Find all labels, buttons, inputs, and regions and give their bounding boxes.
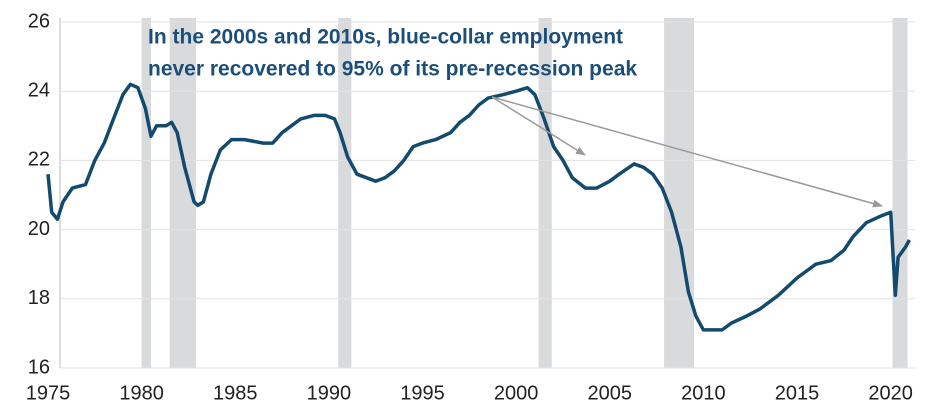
annotation: never recovered to 95% of its pre-recess… — [148, 58, 637, 81]
y-tick-label: 16 — [28, 356, 50, 378]
arrow — [491, 96, 883, 208]
y-tick-label: 26 — [28, 10, 50, 32]
data-line — [46, 82, 911, 332]
recession-band — [892, 18, 908, 368]
annotation: In the 2000s and 2010s, blue-collar empl… — [148, 26, 623, 49]
x-tick-label: 2010 — [681, 382, 726, 404]
x-tick-label: 2015 — [775, 382, 820, 404]
recession-band — [538, 18, 552, 368]
x-tick-label: 1975 — [26, 382, 71, 404]
arrow — [491, 96, 586, 156]
y-tick-label: 22 — [28, 149, 50, 171]
recession-band — [141, 18, 151, 368]
recession-band — [338, 18, 352, 368]
x-tick-label: 2005 — [588, 382, 633, 404]
x-tick-label: 2020 — [868, 382, 913, 404]
recession-band — [664, 18, 695, 368]
x-tick-label: 1995 — [400, 382, 445, 404]
x-tick-label: 2000 — [494, 382, 539, 404]
y-tick-label: 24 — [28, 79, 50, 101]
y-tick-label: 20 — [28, 218, 50, 240]
x-tick-label: 1980 — [119, 382, 164, 404]
y-tick-label: 18 — [28, 287, 50, 309]
x-tick-label: 1985 — [213, 382, 258, 404]
x-tick-label: 1990 — [307, 382, 352, 404]
